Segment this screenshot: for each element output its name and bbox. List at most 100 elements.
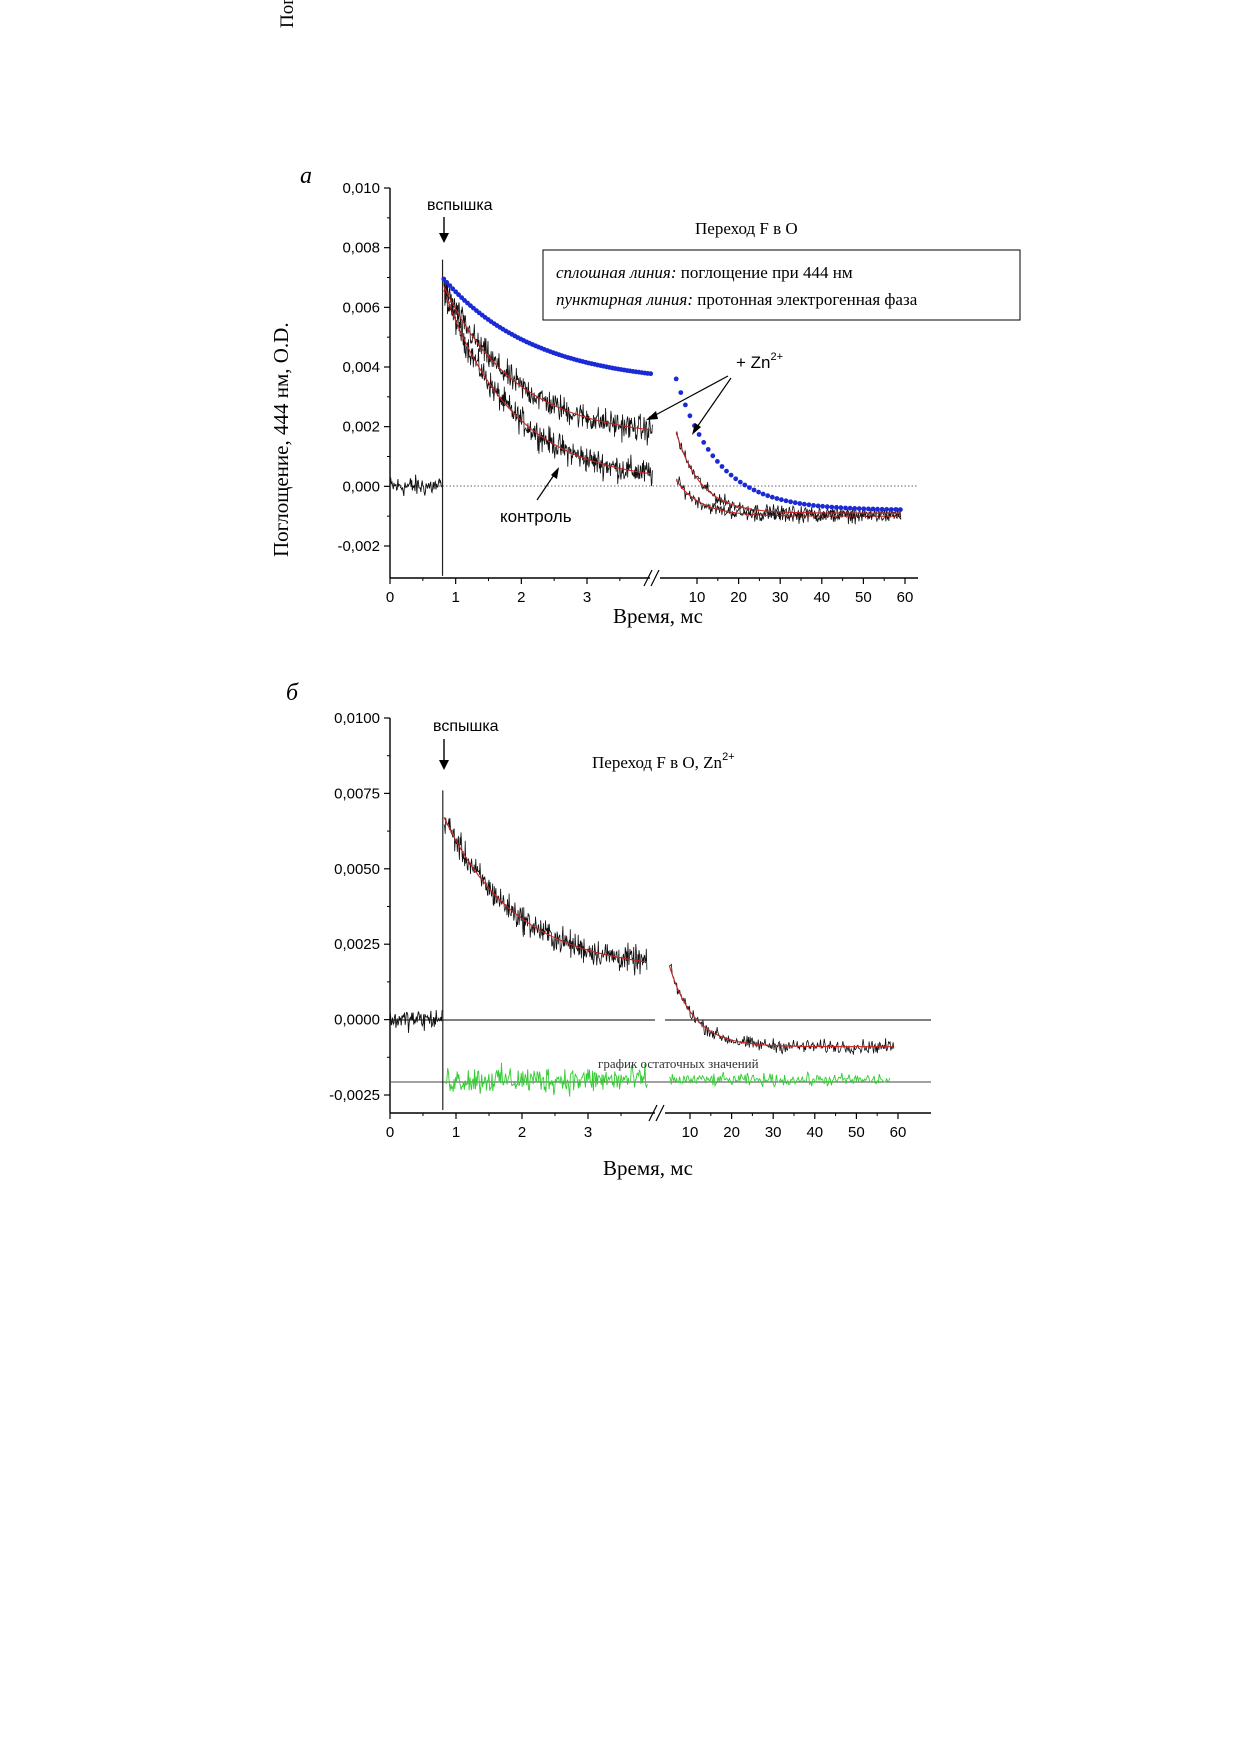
- panel-a-axis-break-mark: [643, 569, 653, 587]
- proton-phase-point: [815, 503, 821, 509]
- panel-a-y-ticks: 0,010 0,008 0,006 0,004 0,002 0,000 -0,002: [337, 180, 390, 555]
- panel-a-zinc-arrowhead-2: [692, 423, 701, 435]
- fit-curve-early: [443, 286, 652, 431]
- proton-phase-point: [747, 485, 752, 490]
- x-tick-label: 40: [806, 1124, 823, 1141]
- proton-phase-point: [760, 491, 766, 497]
- proton-phase-point: [453, 289, 459, 295]
- proton-phase-point: [792, 500, 798, 506]
- proton-phase-point: [450, 286, 456, 292]
- proton-phase-point: [737, 479, 743, 485]
- proton-phase-point: [701, 440, 707, 445]
- x-tick-label: 20: [723, 1124, 740, 1141]
- panel-a-flash-arrowhead: [439, 233, 449, 243]
- x-tick-label: 30: [765, 1124, 782, 1141]
- proton-phase-point: [733, 476, 739, 482]
- x-tick-label: 60: [890, 1124, 907, 1141]
- proton-phase-point: [811, 503, 816, 508]
- panel-b-flash-label: вспышка: [433, 718, 499, 735]
- panel-b-title-sup: 2+: [722, 751, 735, 763]
- panel-b-label: б: [286, 680, 299, 706]
- proton-phase-point: [834, 505, 839, 510]
- panel-a-control-arrowhead: [551, 467, 559, 479]
- panel-a-axis-break-mark: [650, 569, 660, 587]
- proton-phase-point: [719, 464, 725, 469]
- legend-dotted-key: пунктирная линия:: [556, 290, 693, 309]
- proton-phase-point: [888, 507, 894, 512]
- x-tick-label: 0: [386, 1124, 394, 1141]
- residual-trace-late: [668, 1071, 891, 1088]
- pre-flash-trace: [389, 474, 443, 497]
- proton-phase-point: [683, 402, 688, 408]
- panel-a-x-axis-label: Время, мс: [613, 604, 703, 628]
- panel-a-title: Переход F в O: [695, 219, 798, 238]
- proton-phase-point: [788, 499, 793, 505]
- y-tick-label: 0,0100: [334, 710, 380, 727]
- x-tick-label: 0: [386, 589, 394, 606]
- panel-b: б 0,01000,00750,00500,00250,0000-0,0025 …: [269, 322, 931, 1180]
- x-tick-label: 10: [682, 1124, 699, 1141]
- proton-phase-point: [852, 506, 858, 511]
- x-tick-label: 2: [517, 589, 525, 606]
- proton-phase-point: [724, 468, 729, 474]
- y-tick-label: 0,0050: [334, 861, 380, 878]
- absorbance-trace-early: [443, 279, 653, 487]
- fit-curve-late: [675, 480, 901, 517]
- proton-phase-point: [856, 506, 862, 511]
- panel-a-zinc-arrow-1: [649, 375, 729, 419]
- y-tick-label: 0,002: [342, 419, 380, 436]
- panel-a-legend-dotted: пунктирная линия: протонная электрогенна…: [556, 290, 918, 309]
- proton-phase-point: [870, 506, 876, 512]
- y-tick-label: -0,0025: [329, 1087, 380, 1104]
- proton-phase-point: [820, 503, 825, 509]
- proton-phase-point: [441, 276, 447, 282]
- y-tick-label: 0,000: [342, 478, 380, 495]
- y-tick-label: 0,008: [342, 240, 380, 257]
- proton-phase-point: [705, 447, 711, 452]
- panel-a-zinc-arrow-2: [694, 377, 732, 431]
- proton-phase-point: [742, 482, 748, 488]
- proton-phase-point: [673, 376, 679, 382]
- proton-phase-point: [710, 453, 716, 459]
- proton-phase-point: [893, 507, 899, 512]
- proton-phase-point: [824, 504, 830, 510]
- proton-phase-point: [898, 507, 903, 512]
- x-tick-label: 60: [897, 589, 914, 606]
- absorbance-trace-early: [443, 817, 648, 976]
- x-tick-label: 1: [451, 589, 459, 606]
- residual-trace-early: [445, 1062, 648, 1097]
- panel-b-axis-break-mark: [648, 1104, 658, 1122]
- y-tick-label: 0,010: [342, 180, 380, 197]
- panel-b-title-text: Переход F в O, Zn: [592, 753, 723, 772]
- y-tick-label: 0,004: [342, 359, 380, 376]
- zinc-label-sup: 2+: [771, 351, 784, 363]
- x-tick-label: 30: [772, 589, 789, 606]
- proton-phase-point: [884, 507, 890, 512]
- panel-b-flash-arrowhead: [439, 760, 449, 770]
- fit-curve-early: [443, 817, 647, 963]
- proton-phase-point: [765, 493, 771, 499]
- proton-phase-point: [756, 489, 761, 495]
- panel-a-flash-label: вспышка: [427, 197, 493, 214]
- proton-phase-point: [843, 505, 848, 511]
- zinc-label-text: + Zn: [736, 353, 771, 372]
- x-tick-label: 1: [452, 1124, 460, 1141]
- proton-phase-point: [806, 502, 812, 508]
- proton-phase-point: [838, 505, 844, 511]
- panel-b-y-axis-label: Поглощение, 444 нм, O.D.: [269, 322, 293, 557]
- proton-phase-point: [801, 501, 807, 507]
- absorbance-trace-late: [676, 476, 901, 525]
- proton-phase-point: [866, 506, 871, 512]
- panel-a-data: [389, 259, 903, 576]
- proton-phase-point: [728, 472, 734, 478]
- panel-a-zinc-arrowhead-1: [646, 411, 658, 420]
- panel-a-y-axis-label: Поглощение, 444 нм, O.D: [277, 0, 298, 28]
- proton-phase-point: [769, 494, 775, 500]
- panel-b-axis-break-mark: [655, 1104, 665, 1122]
- pre-flash-trace: [389, 1010, 443, 1033]
- proton-phase-point: [861, 506, 867, 512]
- proton-phase-point: [678, 390, 684, 395]
- y-tick-label: -0,002: [337, 538, 380, 555]
- y-tick-label: 0,0000: [334, 1012, 380, 1029]
- proton-phase-point: [829, 504, 835, 510]
